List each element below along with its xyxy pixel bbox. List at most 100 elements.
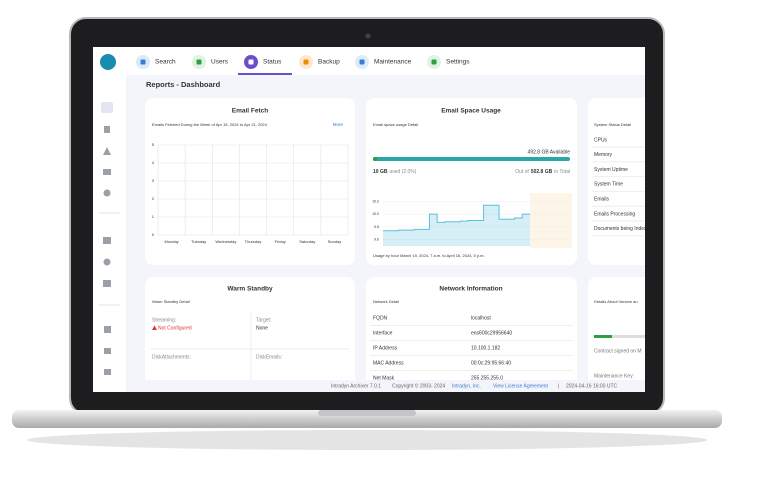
footer-separator: | <box>558 383 559 389</box>
footer-license[interactable]: View License Agreement <box>493 383 549 389</box>
network-value: 10.100.1.182 <box>471 345 500 351</box>
network-value: ens600c29956640 <box>471 330 512 336</box>
nav-tab[interactable]: Backup <box>318 59 340 66</box>
total-amount: 502.8 GB <box>531 169 553 175</box>
tab-glyph <box>303 59 309 65</box>
y-tick-label: 9.6 <box>374 238 379 242</box>
used-amount: 10 GB <box>373 169 388 175</box>
card-title: Email Fetch <box>232 108 269 115</box>
sidebar-icon[interactable] <box>104 348 111 354</box>
footer-timestamp: 2024-04-16 16:00 UTC <box>566 383 618 389</box>
total-text: Out of 502.8 GB in Total <box>515 169 570 175</box>
nav-tab[interactable]: Maintenance <box>374 59 412 66</box>
footer <box>126 380 645 392</box>
status-item: Emails Processing <box>594 211 635 217</box>
x-tick-label: Wednesday <box>215 239 236 244</box>
field-value: None <box>256 325 268 331</box>
y-tick-label: 10.2 <box>372 199 379 203</box>
card-subtitle: System Status Detail <box>594 122 631 127</box>
tab-glyph <box>248 59 254 65</box>
sidebar-icon[interactable] <box>104 369 111 375</box>
status-item: CPUs <box>594 137 608 143</box>
laptop-base <box>12 410 722 428</box>
sidebar-icons <box>101 102 113 375</box>
status-item: System Time <box>594 182 623 188</box>
card-subtitle: Email space usage Detail <box>373 122 418 127</box>
more-link[interactable]: More <box>333 122 344 127</box>
tab-glyph <box>196 59 202 65</box>
network-label: IP Address <box>373 345 398 351</box>
sidebar-icon[interactable] <box>103 280 111 287</box>
y-tick-label: 0 <box>152 232 155 237</box>
footer-copyright: Copyright © 2003- 2024 <box>392 382 445 389</box>
usage-bar <box>373 157 570 161</box>
card-title: Warm Standby <box>227 286 273 293</box>
status-item: Emails <box>594 197 610 203</box>
page-title: Reports - Dashboard <box>146 80 221 89</box>
total-prefix: Out of <box>515 169 529 175</box>
sidebar-icon[interactable] <box>103 237 111 244</box>
x-tick-label: Saturday <box>299 239 315 244</box>
area-fill <box>383 205 530 246</box>
sidebar-icon[interactable] <box>103 147 111 155</box>
area-line <box>383 204 530 232</box>
used-text: 10 GB used (2.0%) <box>373 169 417 175</box>
sidebar-icon[interactable] <box>103 258 111 266</box>
card <box>588 277 645 392</box>
hinge-notch <box>318 410 416 416</box>
field-label: DiskAttachments: <box>152 354 191 360</box>
sidebar-icon[interactable] <box>104 326 111 333</box>
y-tick-label: 9.8 <box>374 225 379 229</box>
y-tick-label: 1 <box>152 214 155 219</box>
status-item: Documents being Index <box>594 226 647 232</box>
progress-fill <box>594 335 612 338</box>
card <box>366 98 577 265</box>
card-title: Network Information <box>439 286 502 293</box>
camera <box>365 33 371 39</box>
field-value: Not Configured <box>158 325 192 331</box>
x-tick-label: Sunday <box>328 239 342 244</box>
nav-tab[interactable]: Status <box>263 59 282 66</box>
sidebar <box>93 75 126 392</box>
total-suffix: in Total <box>554 169 570 175</box>
network-value: localhost <box>471 315 491 321</box>
tab-glyph <box>140 59 146 65</box>
network-value: 255.255.255.0 <box>471 375 503 381</box>
tab-glyph <box>431 59 437 65</box>
network-value: 00:0c:29:95:66:40 <box>471 360 511 366</box>
card <box>145 277 355 392</box>
shadow <box>27 430 707 450</box>
card <box>588 98 645 265</box>
footer-product: Intradyn Archiver 7.0.1 <box>331 383 381 389</box>
card-subtitle: Warm Standby Detail <box>152 299 190 304</box>
sidebar-icon[interactable] <box>103 189 111 197</box>
sidebar-icon[interactable] <box>103 169 111 175</box>
field-label: Streaming: <box>152 317 176 323</box>
card-subtitle: Network Detail <box>373 299 399 304</box>
x-tick-label: Tuesday <box>191 239 206 244</box>
field-label: Target: <box>256 317 271 323</box>
y-tick-label: 4 <box>152 160 155 165</box>
x-tick-label: Monday <box>164 239 178 244</box>
nav-tab[interactable]: Users <box>211 59 229 66</box>
status-item: Memory <box>594 152 613 158</box>
nav-tab[interactable]: Search <box>155 59 176 66</box>
sidebar-icon[interactable] <box>104 126 110 133</box>
card-subtitle: Emails Fetched During the Week of Apr 15… <box>152 122 268 127</box>
footer-company[interactable]: Intradyn, Inc. <box>452 383 481 389</box>
sidebar-icon[interactable] <box>101 102 113 113</box>
card-title: Email Space Usage <box>441 108 501 115</box>
active-tab-underline <box>238 73 292 75</box>
maintenance-text: Maintenance Key: <box>594 373 634 379</box>
usage-bar-used <box>373 157 377 161</box>
screen-content: Reports - Dashboard Email Fetch Emails F… <box>93 47 647 392</box>
progress-track <box>594 335 645 338</box>
network-label: Interface <box>373 330 393 336</box>
logo <box>100 54 116 70</box>
x-tick-label: Friday <box>275 239 286 244</box>
y-tick-label: 5 <box>152 142 155 147</box>
nav-tab[interactable]: Settings <box>446 59 470 66</box>
card-subtitle: Details About Version an <box>594 299 638 304</box>
warning-icon <box>152 325 157 330</box>
